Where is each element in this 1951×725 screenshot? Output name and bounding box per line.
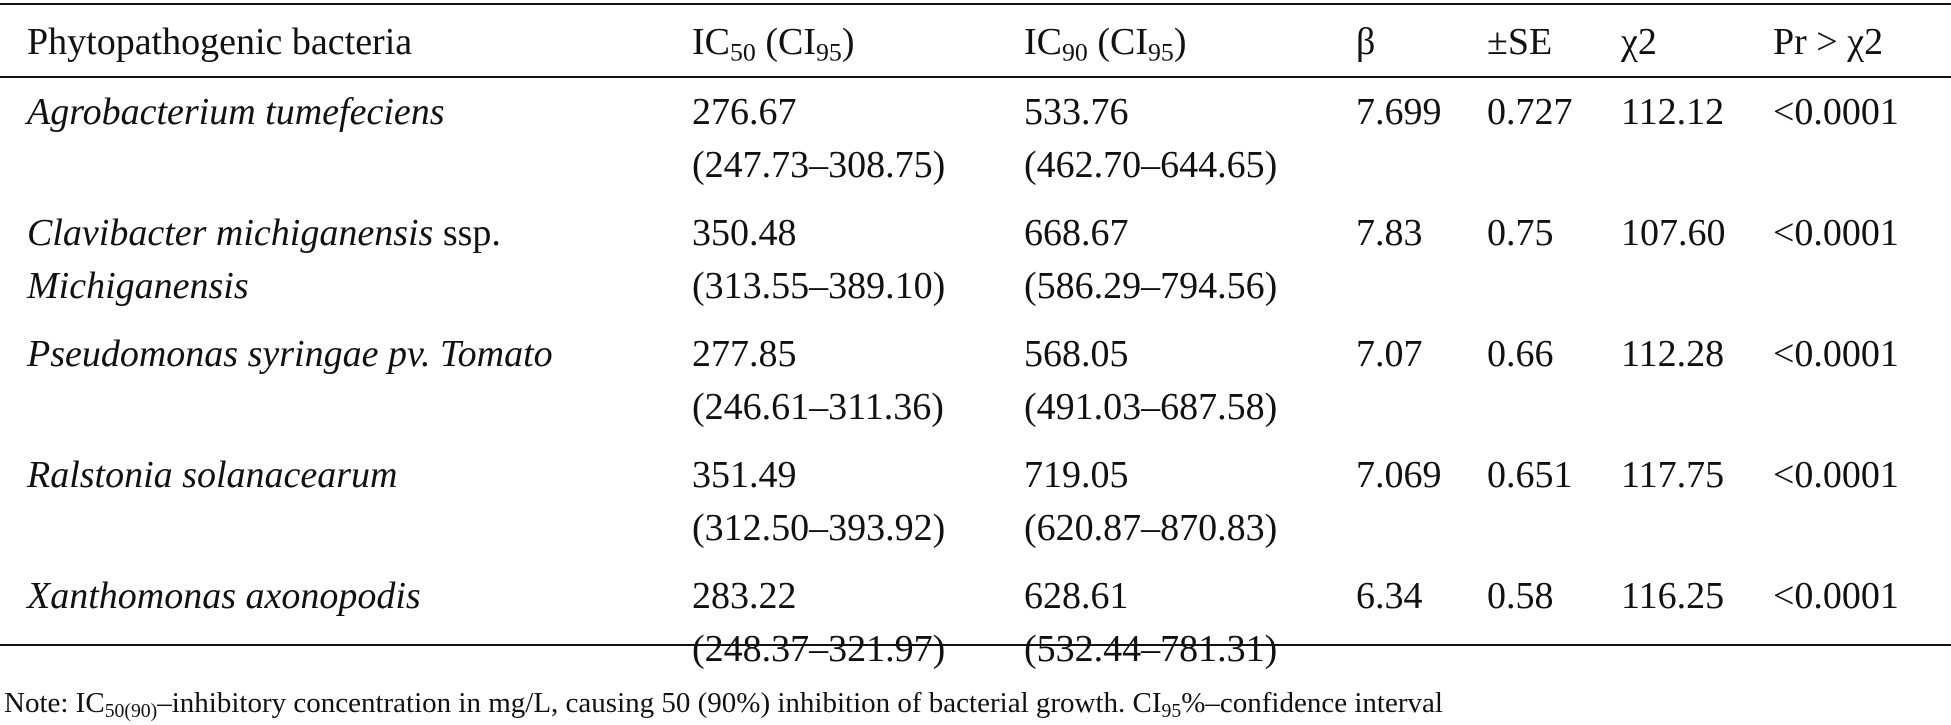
se-value: 0.727 <box>1487 90 1573 133</box>
bacteria-name: Clavibacter michiganensis ssp. <box>27 207 501 260</box>
ic50-value: 276.67 <box>692 90 797 133</box>
ic90-ci: (620.87–870.83) <box>1024 506 1278 549</box>
bacteria-name: Michiganensis <box>27 260 249 313</box>
pr-value: <0.0001 <box>1773 211 1899 254</box>
se-value: 0.66 <box>1487 332 1554 375</box>
bottom-rule <box>0 644 1951 646</box>
beta-value: 7.83 <box>1356 211 1423 254</box>
ic50-value: 277.85 <box>692 332 797 375</box>
text-run: Pr > χ2 <box>1773 20 1884 63</box>
header-cell: IC50 (CI95) <box>692 16 854 69</box>
beta-value: 7.699 <box>1356 90 1442 133</box>
text-run: ) <box>841 20 855 63</box>
text-run: Agrobacterium tumefeciens <box>27 90 445 133</box>
text-run: IC <box>692 20 730 63</box>
chi2-value: 112.28 <box>1621 332 1725 375</box>
text-run: β <box>1356 20 1376 63</box>
header-cell: IC90 (CI95) <box>1024 16 1186 69</box>
ic90-value: 719.05 <box>1024 453 1129 496</box>
ic90-ci: (462.70–644.65) <box>1024 143 1278 186</box>
text-run: Clavibacter michiganensis <box>27 211 434 254</box>
chi2-value: 117.75 <box>1621 453 1725 496</box>
header-cell: ±SE <box>1487 16 1552 69</box>
text-run: χ2 <box>1621 20 1657 63</box>
text-run: Michiganensis <box>27 264 249 307</box>
beta-value: 7.07 <box>1356 332 1423 375</box>
se-value: 0.75 <box>1487 211 1554 254</box>
bacteria-name: Pseudomonas syringae pv. Tomato <box>27 328 553 381</box>
se-value: 0.58 <box>1487 574 1554 617</box>
ic90-value: 668.67 <box>1024 211 1129 254</box>
text-run: (CI <box>755 20 816 63</box>
header-rule <box>0 76 1951 78</box>
text-run: IC <box>1024 20 1062 63</box>
text-run: ±SE <box>1487 20 1553 63</box>
header-cell: Phytopathogenic bacteria <box>27 16 412 69</box>
pr-value: <0.0001 <box>1773 332 1899 375</box>
ic50-ci: (247.73–308.75) <box>692 143 946 186</box>
ic90-ci: (586.29–794.56) <box>1024 264 1278 307</box>
chi2-value: 112.12 <box>1621 90 1725 133</box>
beta-value: 7.069 <box>1356 453 1442 496</box>
text-run: Note: IC <box>4 687 105 719</box>
text-run: %–confidence interval <box>1181 687 1443 719</box>
ic90-value: 568.05 <box>1024 332 1129 375</box>
subscript: 50 <box>730 36 756 66</box>
subscript: 95 <box>1147 36 1174 66</box>
subscript: 50(90) <box>104 699 158 722</box>
chi2-value: 107.60 <box>1621 211 1726 254</box>
ic50-ci: (246.61–311.36) <box>692 385 944 428</box>
ic90-value: 533.76 <box>1024 90 1129 133</box>
ic50-value: 351.49 <box>692 453 797 496</box>
top-rule <box>0 3 1951 5</box>
bacteria-name: Ralstonia solanacearum <box>27 449 397 502</box>
text-run: (CI <box>1087 20 1148 63</box>
subscript: 95 <box>815 36 842 66</box>
ic90-ci: (532.44–781.31) <box>1024 627 1278 670</box>
text-run: Xanthomonas axonopodis <box>27 574 421 617</box>
ic90-ci: (491.03–687.58) <box>1024 385 1278 428</box>
text-run: Ralstonia solanacearum <box>27 453 398 496</box>
pr-value: <0.0001 <box>1773 574 1899 617</box>
chi2-value: 116.25 <box>1621 574 1725 617</box>
header-cell: β <box>1356 16 1375 69</box>
ic50-ci: (312.50–393.92) <box>692 506 946 549</box>
subscript: 95 <box>1161 699 1182 722</box>
text-run: Pseudomonas syringae pv. Tomato <box>27 332 553 375</box>
ic50-value: 350.48 <box>692 211 797 254</box>
subscript: 90 <box>1062 36 1088 66</box>
ic50-ci: (313.55–389.10) <box>692 264 946 307</box>
se-value: 0.651 <box>1487 453 1573 496</box>
text-run: Phytopathogenic bacteria <box>27 20 413 63</box>
ic50-ci: (248.37–321.97) <box>692 627 946 670</box>
bacteria-name: Xanthomonas axonopodis <box>27 570 421 623</box>
header-cell: Pr > χ2 <box>1773 16 1883 69</box>
text-run: –inhibitory concentration in mg/L, causi… <box>157 687 1162 719</box>
header-cell: χ2 <box>1621 16 1657 69</box>
ic90-value: 628.61 <box>1024 574 1129 617</box>
table-note: Note: IC50(90)–inhibitory concentration … <box>4 683 1443 723</box>
text-run: ssp. <box>433 211 501 254</box>
pr-value: <0.0001 <box>1773 453 1899 496</box>
text-run: ) <box>1173 20 1187 63</box>
beta-value: 6.34 <box>1356 574 1423 617</box>
ic50-value: 283.22 <box>692 574 797 617</box>
bacteria-name: Agrobacterium tumefeciens <box>27 86 445 139</box>
pr-value: <0.0001 <box>1773 90 1899 133</box>
